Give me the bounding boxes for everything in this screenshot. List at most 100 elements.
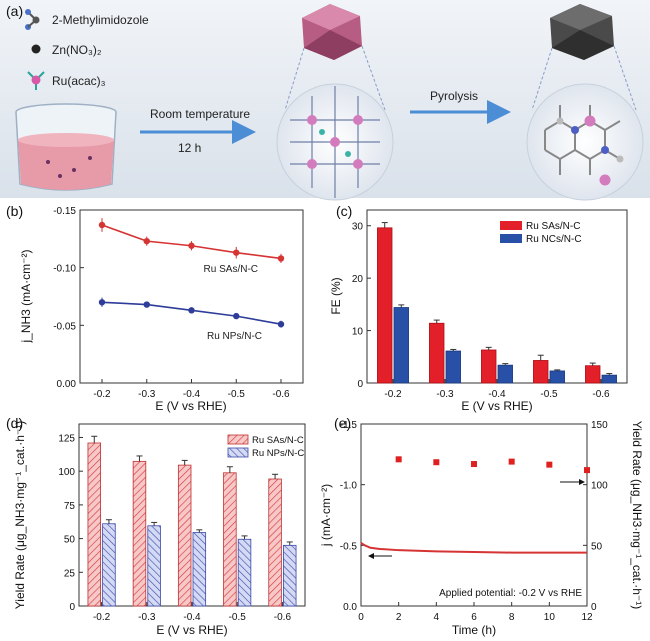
legend-zinc-nitrate: Zn(NO₃)₂	[52, 43, 102, 57]
x-tick-label: -0.2	[93, 612, 111, 623]
x-axis-label: Time (h)	[452, 623, 496, 637]
beaker-icon	[15, 103, 117, 191]
x-tick-label: -0.3	[138, 389, 156, 400]
x-axis-label: E (V vs RHE)	[156, 623, 227, 637]
y-axis-label-right: Yield Rate (μg_NH3·mg⁻¹_cat.·h⁻¹)	[630, 421, 644, 610]
legend-ru-acac: Ru(acac)₃	[52, 74, 106, 88]
bar	[445, 350, 461, 384]
y-tick-label: -1.5	[340, 420, 358, 431]
y-tick-label: 20	[352, 274, 364, 285]
right-axis-arrow	[560, 479, 585, 485]
bar	[377, 227, 393, 384]
bar	[601, 374, 617, 384]
y-tick-label: 100	[58, 467, 75, 478]
yield-rate-marker	[433, 459, 440, 466]
panel-label-b: (b)	[6, 203, 23, 219]
x-axis-label: E (V vs RHE)	[155, 399, 226, 413]
legend-swatch-ru-nps	[227, 447, 249, 458]
panel-c: (c) 0 10 20 30 -0.2 -0.3 -0.4 -0.5 -0.6 Ru SAs/…	[329, 203, 628, 413]
bar	[192, 532, 207, 607]
plot-frame	[360, 423, 588, 607]
scheme-panel: (a) 2-Methylimidozole Zn(NO₃)₂ Ru(acac)₃…	[0, 0, 650, 201]
y-tick-label: 125	[58, 433, 75, 444]
x-tick-label: -0.5	[228, 389, 246, 400]
x-tick-label: -0.6	[274, 612, 292, 623]
x-tick-label: 6	[471, 612, 477, 623]
x-tick-label: 8	[509, 612, 515, 623]
current-density-line	[360, 542, 587, 554]
annotation-applied-potential: Applied potential: -0.2 V vs RHE	[439, 588, 582, 599]
x-tick-label: -0.2	[384, 389, 402, 400]
y-tick-label: 50	[64, 535, 76, 546]
legend-label-ru-ncs: Ru NCs/N-C	[526, 234, 582, 245]
panel-label-e: (e)	[334, 415, 351, 431]
legend-label-ru-sas: Ru SAs/N-C	[252, 435, 304, 446]
y-axis-label: j_NH3 (mA·cm⁻²)	[19, 250, 33, 344]
legend-label-ru-sas: Ru SAs/N-C	[526, 221, 580, 232]
carbon-crystal-icon	[531, 4, 637, 111]
yield-rate-marker	[546, 461, 553, 468]
y-tick-label: 0.00	[57, 379, 77, 390]
panel-label-a: (a)	[6, 3, 23, 19]
plot-frame	[79, 209, 304, 384]
x-tick-label: 4	[434, 612, 440, 623]
x-tick-label: -0.3	[436, 389, 454, 400]
panel-label-d: (d)	[6, 415, 23, 431]
y-tick-label: -0.5	[340, 541, 358, 552]
y-axis-label: j (mA·cm⁻²)	[319, 484, 333, 547]
ruthenium-complex-icon	[27, 71, 45, 90]
data-point	[98, 221, 106, 229]
data-point	[233, 249, 240, 256]
methylimidazole-icon	[25, 9, 40, 30]
y-axis-label: Yield Rate (μg_NH3·mg⁻¹_cat.·h⁻¹)	[13, 421, 27, 610]
bar	[585, 365, 601, 384]
step2-label: Pyrolysis	[430, 89, 478, 103]
legend: Ru SAs/N-C Ru NPs/N-C	[227, 434, 304, 459]
bar	[87, 442, 102, 607]
x-tick-label: 0	[358, 612, 364, 623]
y-tick-label: 0.0	[343, 602, 357, 613]
y-tick-label-right: 100	[591, 481, 608, 492]
bar	[497, 364, 513, 384]
y-tick-label: 0	[69, 602, 75, 613]
legend-label-ru-nps: Ru NPs/N-C	[252, 448, 304, 459]
legend-methylimidazole: 2-Methylimidozole	[52, 13, 149, 27]
bar	[132, 460, 147, 607]
data-point	[277, 255, 285, 262]
bar	[549, 370, 565, 384]
bar	[282, 544, 297, 607]
bar	[268, 478, 282, 607]
panel-label-c: (c)	[336, 203, 352, 219]
x-tick-label: -0.4	[183, 612, 201, 623]
bar	[177, 464, 192, 607]
yield-rate-marker	[584, 467, 590, 474]
x-tick-label: -0.5	[540, 389, 558, 400]
bar	[223, 472, 237, 607]
x-tick-label: -0.4	[488, 389, 506, 400]
y-tick-label: 30	[352, 222, 364, 233]
data-point	[98, 299, 106, 306]
y-tick-label-right: 150	[591, 420, 608, 431]
y-tick-label: 0	[357, 379, 363, 390]
panel-b: (b) 0.00 -0.05 -0.10 -0.15 -0.2 -0.3 -0.4 -0.5…	[6, 203, 304, 413]
x-tick-label: -0.4	[183, 389, 201, 400]
bar	[481, 349, 497, 384]
y-tick-label: 10	[352, 327, 364, 338]
step1-duration: 12 h	[178, 141, 201, 155]
legend-swatch-ru-sas	[500, 221, 522, 230]
x-axis-label: E (V vs RHE)	[461, 399, 532, 413]
panel-d: (d) 0 25 50 75 100 125 -0.2 -0.3 -0.4 -0.5 -0.6 R…	[6, 415, 306, 637]
series-label-ru-nps: Ru NPs/N-C	[207, 331, 262, 342]
series-label-ru-sas: Ru SAs/N-C	[204, 264, 258, 275]
x-tick-label: -0.6	[272, 389, 290, 400]
y-tick-label-right: 0	[591, 602, 597, 613]
data-point	[188, 242, 195, 249]
yield-rate-marker	[508, 458, 515, 465]
y-tick-label: 25	[64, 568, 76, 579]
zinc-icon	[31, 44, 41, 54]
y-tick-label-right: 50	[591, 541, 603, 552]
y-tick-label: -0.05	[53, 321, 76, 332]
step1-label: Room temperature	[150, 107, 250, 121]
